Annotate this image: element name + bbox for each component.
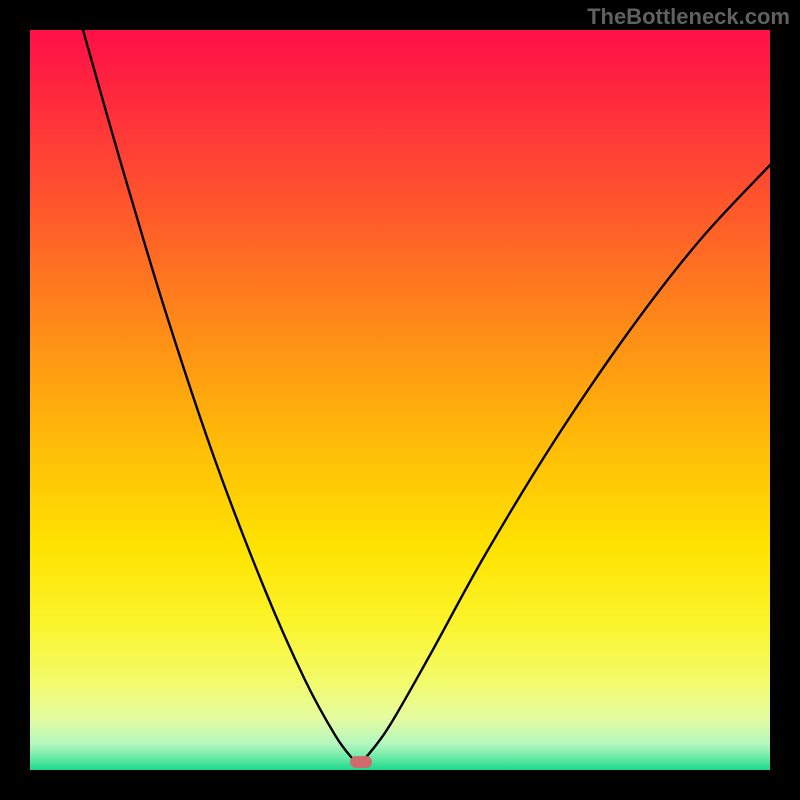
chart-stage: TheBottleneck.com (0, 0, 800, 800)
watermark-text: TheBottleneck.com (587, 4, 790, 30)
curve-branch (83, 30, 358, 762)
minimum-marker (350, 756, 372, 768)
plot-area (30, 30, 770, 770)
bottleneck-curve (30, 30, 770, 770)
curve-branch (358, 165, 770, 762)
